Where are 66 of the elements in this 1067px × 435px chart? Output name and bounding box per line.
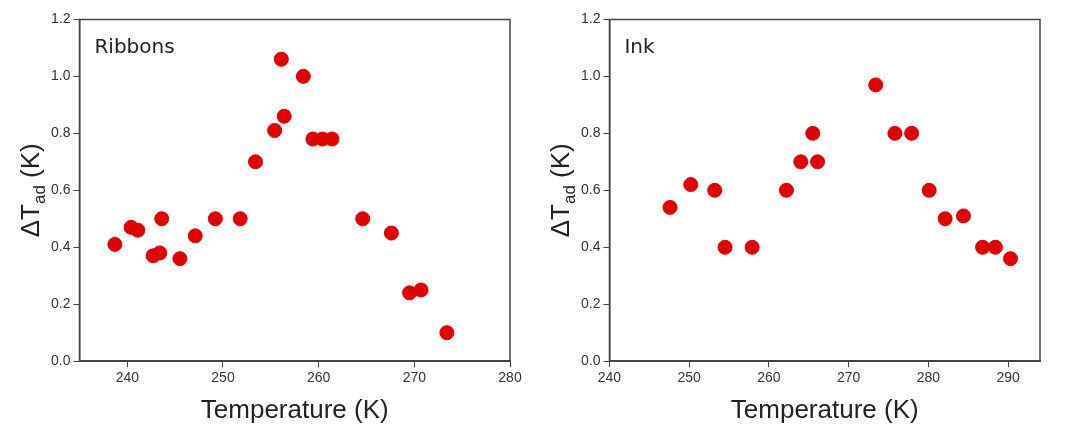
point [904, 125, 920, 141]
point [413, 282, 429, 298]
y-tick-label: 1.2 [50, 10, 71, 27]
y-tick-label: 0.8 [580, 124, 601, 141]
point [707, 182, 723, 198]
point [267, 122, 283, 138]
point [207, 211, 223, 227]
y-tick-label: 0.0 [50, 352, 71, 369]
point [805, 125, 821, 141]
point [383, 225, 399, 241]
point [778, 182, 794, 198]
point [172, 251, 188, 267]
point [793, 154, 809, 170]
y-tick-label: 1.0 [50, 67, 71, 84]
point [744, 239, 760, 255]
point [683, 177, 699, 193]
annotation: Ink [624, 33, 656, 58]
x-axis-title: Temperature (K) [200, 394, 389, 425]
y-axis-title: ΔTad (K) [545, 143, 579, 238]
point [187, 228, 203, 244]
point [355, 211, 371, 227]
point [107, 236, 123, 252]
point [276, 108, 292, 124]
x-axis-title: Temperature (K) [730, 394, 919, 425]
point [975, 239, 991, 255]
point [248, 154, 263, 170]
y-tick-label: 0.2 [50, 295, 71, 312]
x-tick-label: 240 [597, 369, 622, 386]
point [1003, 251, 1018, 267]
point [439, 325, 455, 341]
point [130, 222, 146, 238]
point [887, 125, 903, 141]
y-tick-label: 0.2 [580, 295, 601, 312]
x-tick-label: 280 [916, 369, 941, 386]
x-tick-label: 270 [402, 369, 427, 386]
point [295, 68, 311, 84]
y-tick-label: 1.2 [580, 10, 601, 27]
point [717, 239, 733, 255]
point [154, 211, 170, 227]
x-tick-label: 250 [677, 369, 702, 386]
x-tick-label: 240 [115, 369, 140, 386]
y-tick-label: 0.8 [50, 124, 71, 141]
y-tick-label: 0.0 [580, 352, 601, 369]
y-tick-label: 1.0 [580, 67, 601, 84]
point [662, 199, 678, 215]
x-tick-label: 270 [836, 369, 861, 386]
x-tick-label: 260 [306, 369, 331, 386]
x-tick-label: 260 [757, 369, 781, 386]
point [955, 208, 971, 224]
annotation: Ribbons [94, 33, 175, 58]
y-axis-title: ΔTad (K) [15, 143, 49, 238]
y-tick-label: 0.6 [580, 181, 601, 198]
y-tick-label: 0.4 [580, 238, 601, 255]
x-tick-label: 250 [211, 369, 235, 386]
point [868, 77, 884, 93]
point [921, 182, 937, 198]
point [152, 245, 168, 261]
point [937, 211, 953, 227]
x-tick-label: 280 [498, 369, 522, 386]
point [987, 239, 1003, 255]
point [273, 51, 289, 67]
point [232, 211, 248, 227]
y-tick-label: 0.4 [50, 238, 71, 255]
point [810, 154, 826, 170]
y-tick-label: 0.6 [50, 181, 71, 198]
x-tick-label: 290 [996, 369, 1020, 386]
